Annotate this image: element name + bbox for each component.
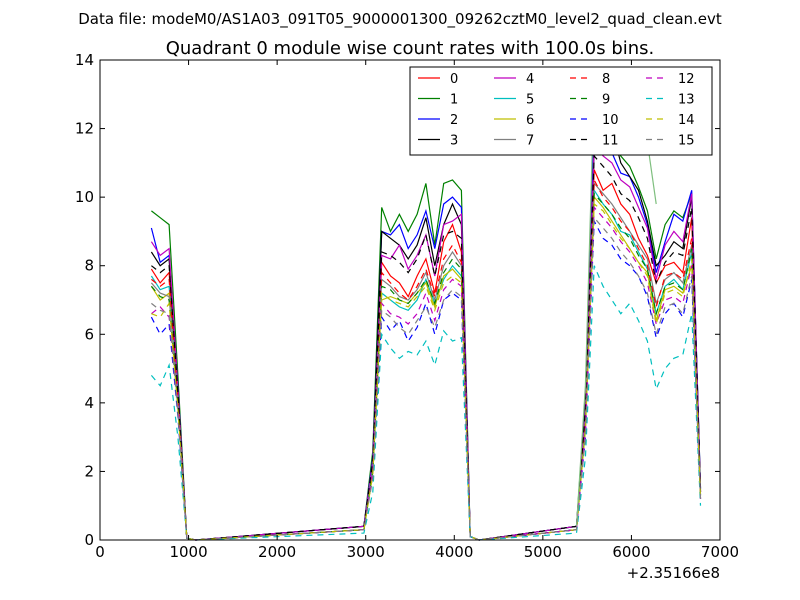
legend-label-11: 11 [602, 134, 619, 149]
x-tick-label: 4000 [435, 543, 473, 561]
x-tick-label: 1000 [169, 543, 207, 561]
legend-label-7: 7 [526, 134, 534, 149]
legend-label-4: 4 [526, 72, 534, 87]
series-line-9 [150, 192, 702, 541]
legend-label-1: 1 [450, 93, 458, 108]
x-tick-label: 5000 [524, 543, 562, 561]
series-line-5 [150, 188, 702, 541]
x-tick-label: 3000 [347, 543, 385, 561]
x-tick-label: 2000 [258, 543, 296, 561]
legend-label-5: 5 [526, 93, 534, 108]
legend-label-2: 2 [450, 113, 458, 128]
series-line-4 [150, 144, 702, 541]
y-tick-label: 14 [75, 51, 94, 69]
legend-label-9: 9 [602, 93, 610, 108]
legend-label-6: 6 [526, 113, 534, 128]
series-line-8 [151, 177, 702, 541]
y-tick-label: 6 [84, 325, 94, 343]
legend-label-10: 10 [602, 113, 619, 128]
series-line-3 [150, 127, 702, 541]
x-tick-label: 7000 [701, 543, 739, 561]
series-line-15 [151, 216, 702, 541]
legend-label-13: 13 [678, 93, 695, 108]
legend-label-3: 3 [450, 134, 458, 149]
legend-label-0: 0 [450, 72, 458, 87]
legend-label-8: 8 [602, 72, 610, 87]
x-offset-label: +2.35166e8 [627, 564, 720, 582]
x-tick-label: 0 [95, 543, 105, 561]
y-tick-label: 4 [84, 394, 94, 412]
y-tick-label: 12 [75, 120, 94, 138]
y-tick-label: 8 [84, 257, 94, 275]
series-line-10 [150, 218, 702, 541]
chart-title: Quadrant 0 module wise count rates with … [166, 38, 655, 59]
y-tick-label: 2 [84, 462, 94, 480]
chart-suptitle: Data file: modeM0/AS1A03_091T05_90000013… [78, 10, 722, 29]
legend-box [409, 66, 713, 156]
legend-label-15: 15 [678, 134, 695, 149]
series-line-11 [151, 154, 702, 541]
y-tick-label: 10 [75, 188, 94, 206]
x-tick-label: 6000 [612, 543, 650, 561]
y-tick-label: 0 [84, 531, 94, 549]
x-axis: 0 1000 2000 3000 4000 5000 6000 7000 [95, 60, 739, 561]
plot-frame [99, 59, 721, 541]
series-line-13 [150, 265, 702, 541]
series-line-12 [151, 205, 702, 541]
legend-label-12: 12 [678, 72, 695, 87]
legend-label-14: 14 [678, 113, 695, 128]
